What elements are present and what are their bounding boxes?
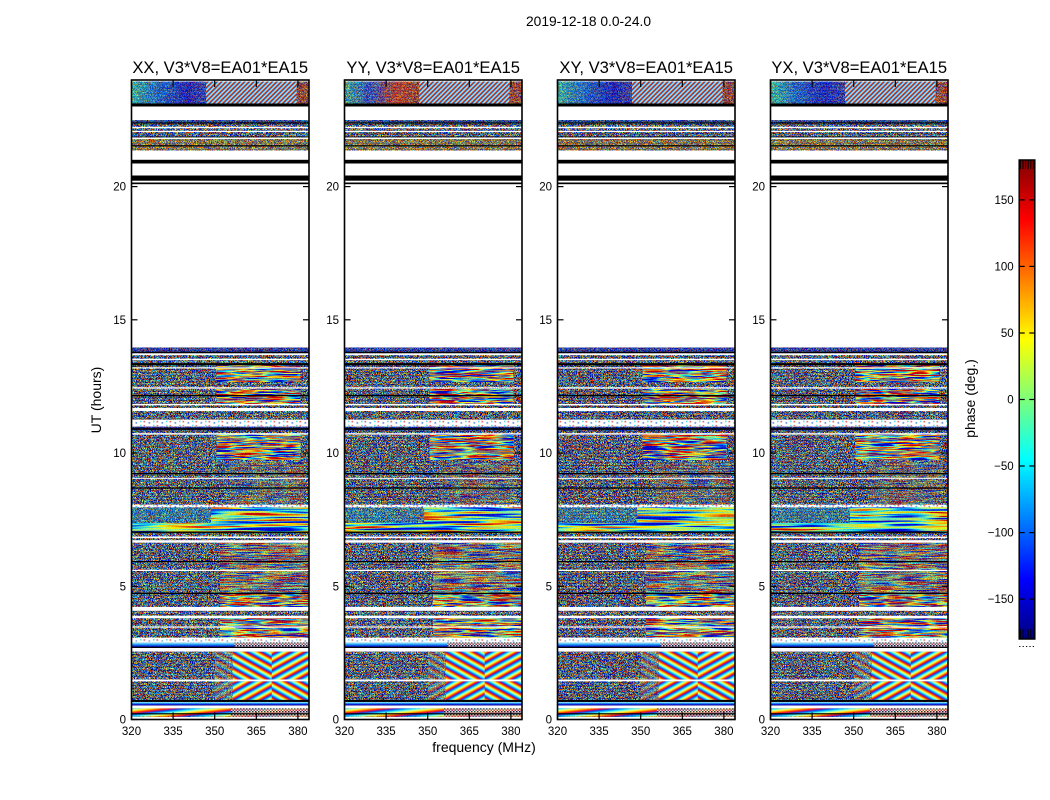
svg-text:100: 100 bbox=[995, 261, 1014, 273]
svg-text:5: 5 bbox=[546, 581, 552, 593]
svg-text:15: 15 bbox=[752, 315, 765, 327]
svg-text:frequency (MHz): frequency (MHz) bbox=[432, 739, 535, 755]
svg-text:UT (hours): UT (hours) bbox=[88, 367, 104, 434]
svg-text:380: 380 bbox=[288, 726, 307, 738]
svg-text:20: 20 bbox=[539, 182, 552, 194]
svg-text:0: 0 bbox=[120, 715, 126, 727]
svg-text:350: 350 bbox=[205, 726, 224, 738]
svg-text:380: 380 bbox=[714, 726, 733, 738]
svg-text:320: 320 bbox=[335, 726, 354, 738]
svg-text:380: 380 bbox=[501, 726, 520, 738]
svg-text:150: 150 bbox=[995, 195, 1014, 207]
svg-text:0: 0 bbox=[546, 715, 552, 727]
svg-text:−50: −50 bbox=[994, 461, 1014, 473]
svg-text:365: 365 bbox=[460, 726, 479, 738]
svg-text:365: 365 bbox=[247, 726, 266, 738]
svg-text:5: 5 bbox=[333, 581, 339, 593]
svg-text:350: 350 bbox=[418, 726, 437, 738]
svg-text:335: 335 bbox=[377, 726, 396, 738]
svg-text:10: 10 bbox=[113, 448, 126, 460]
svg-text:350: 350 bbox=[844, 726, 863, 738]
svg-text:0: 0 bbox=[1007, 395, 1013, 407]
svg-text:XX, V3*V8=EA01*EA15: XX, V3*V8=EA01*EA15 bbox=[132, 58, 308, 77]
svg-text:15: 15 bbox=[326, 315, 339, 327]
svg-text:20: 20 bbox=[113, 182, 126, 194]
svg-text:0: 0 bbox=[333, 715, 339, 727]
svg-text:365: 365 bbox=[673, 726, 692, 738]
svg-text:20: 20 bbox=[752, 182, 765, 194]
svg-text:YY, V3*V8=EA01*EA15: YY, V3*V8=EA01*EA15 bbox=[346, 58, 520, 77]
svg-text:0: 0 bbox=[759, 715, 765, 727]
svg-text:XY, V3*V8=EA01*EA15: XY, V3*V8=EA01*EA15 bbox=[559, 58, 733, 77]
svg-text:380: 380 bbox=[927, 726, 946, 738]
svg-text:−150: −150 bbox=[988, 594, 1014, 606]
svg-text:−100: −100 bbox=[988, 528, 1014, 540]
svg-text:2019-12-18 0.0-24.0: 2019-12-18 0.0-24.0 bbox=[526, 14, 651, 29]
svg-text:335: 335 bbox=[164, 726, 183, 738]
svg-text:phase (deg.): phase (deg.) bbox=[962, 359, 978, 438]
svg-text:10: 10 bbox=[752, 448, 765, 460]
svg-text:20: 20 bbox=[326, 182, 339, 194]
svg-text:335: 335 bbox=[590, 726, 609, 738]
svg-text:5: 5 bbox=[120, 581, 126, 593]
svg-text:320: 320 bbox=[761, 726, 780, 738]
svg-text:10: 10 bbox=[326, 448, 339, 460]
svg-text:350: 350 bbox=[631, 726, 650, 738]
svg-text:335: 335 bbox=[803, 726, 822, 738]
svg-text:5: 5 bbox=[759, 581, 765, 593]
svg-text:320: 320 bbox=[122, 726, 141, 738]
svg-text:YX, V3*V8=EA01*EA15: YX, V3*V8=EA01*EA15 bbox=[771, 58, 947, 77]
svg-text:50: 50 bbox=[1001, 328, 1014, 340]
svg-text:15: 15 bbox=[113, 315, 126, 327]
svg-text:15: 15 bbox=[539, 315, 552, 327]
svg-text:365: 365 bbox=[886, 726, 905, 738]
svg-text:10: 10 bbox=[539, 448, 552, 460]
svg-text:320: 320 bbox=[548, 726, 567, 738]
